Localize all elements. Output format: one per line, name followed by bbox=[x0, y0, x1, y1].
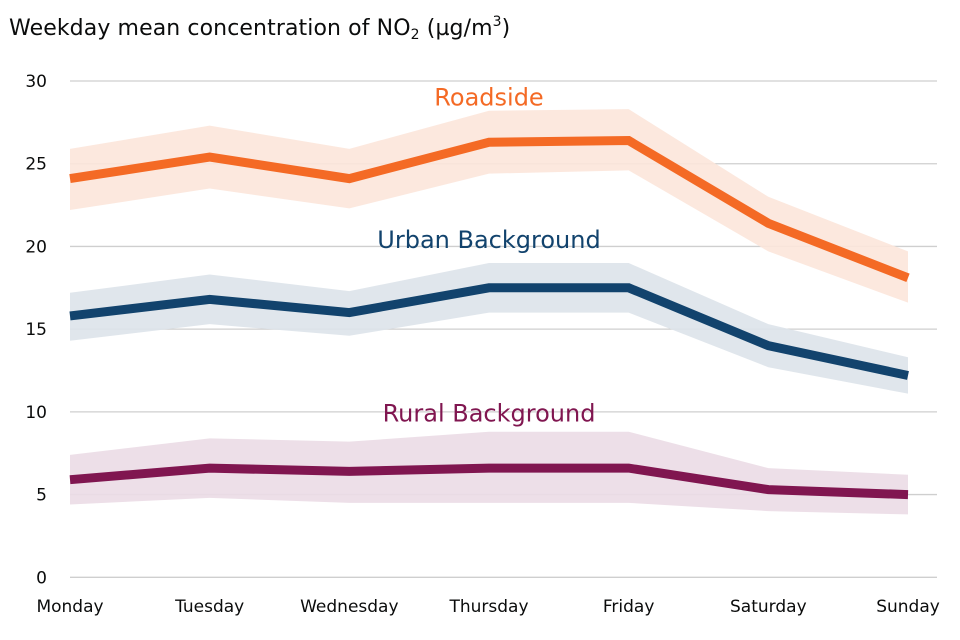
series-label-urban-background: Urban Background bbox=[377, 226, 600, 254]
x-tick-label: Thursday bbox=[448, 597, 528, 617]
y-tick-label: 15 bbox=[25, 320, 47, 340]
x-tick-label: Friday bbox=[603, 597, 655, 617]
chart-title-main: Weekday mean concentration of NO bbox=[9, 16, 411, 41]
chart-title-units-prefix: (µg/m bbox=[419, 16, 493, 41]
confidence-bands bbox=[70, 109, 908, 515]
y-tick-label: 20 bbox=[25, 237, 47, 257]
x-tick-label: Monday bbox=[36, 597, 103, 617]
chart-title-units-suffix: ) bbox=[501, 16, 511, 41]
y-tick-label: 25 bbox=[25, 155, 47, 175]
band-rural-background bbox=[70, 431, 908, 515]
series-lines bbox=[69, 136, 910, 500]
y-tick-label: 5 bbox=[36, 486, 47, 506]
band-roadside bbox=[70, 109, 908, 303]
x-tick-label: Saturday bbox=[730, 597, 807, 617]
x-tick-label: Wednesday bbox=[300, 597, 398, 617]
chart-title-units-superscript: 3 bbox=[492, 14, 502, 30]
y-axis-ticks: 0 5 10 15 20 25 30 bbox=[25, 72, 47, 588]
band-urban-background bbox=[70, 262, 908, 394]
series-labels: Roadside Urban Background Rural Background bbox=[377, 84, 600, 428]
x-tick-label: Sunday bbox=[876, 597, 940, 617]
y-tick-label: 0 bbox=[36, 568, 47, 588]
x-axis-ticks: Monday Tuesday Wednesday Thursday Friday Satu… bbox=[36, 597, 939, 617]
x-tick-label: Tuesday bbox=[174, 597, 244, 617]
chart-title: Weekday mean concentration of NO2 (µg/m3… bbox=[9, 14, 510, 43]
y-tick-label: 10 bbox=[25, 403, 47, 423]
y-tick-label: 30 bbox=[25, 72, 47, 92]
series-label-rural-background: Rural Background bbox=[383, 400, 596, 428]
series-label-roadside: Roadside bbox=[434, 84, 543, 112]
chart-title-subscript: 2 bbox=[410, 27, 420, 43]
